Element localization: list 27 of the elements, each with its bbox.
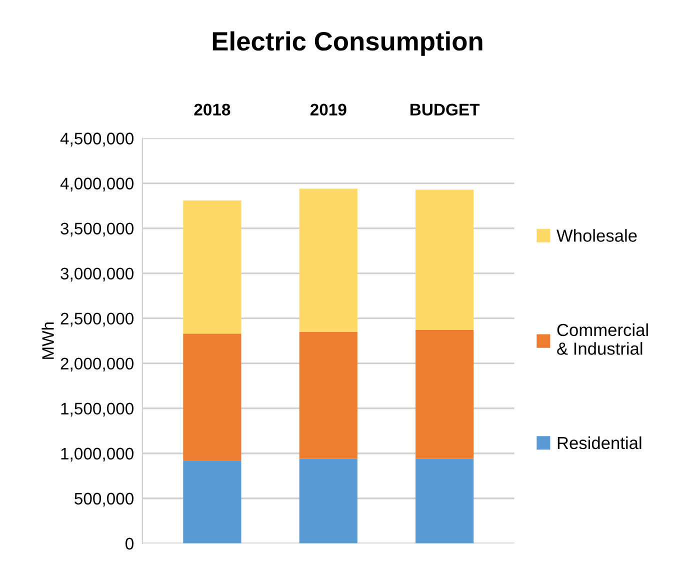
bar [183,460,242,544]
legend-label: Commercial & Industrial [557,323,648,355]
bar [416,190,474,330]
x-tick-label: 2019 [310,104,346,116]
bar [416,330,474,459]
y-axis-title: MWh [42,322,54,359]
y-tick-label: 1,000,000 [61,448,134,462]
bar [416,458,474,544]
bar [183,200,242,334]
legend-label: Residential [558,436,642,450]
y-tick-label: 2,000,000 [60,358,134,372]
y-tick-label: 3,000,000 [60,268,134,282]
y-tick-label: 3,500,000 [60,222,134,236]
x-tick-label: BUDGET [410,104,480,116]
y-tick-label: 4,500,000 [60,132,134,146]
y-tick-label: 0 [126,538,134,550]
bar [299,332,358,459]
bar [299,458,358,544]
x-tick-label: 2018 [194,104,230,116]
y-tick-label: 500,000 [74,492,134,507]
y-tick-label: 1,500,000 [61,402,134,417]
legend-label: Wholesale [556,229,637,242]
bar [183,334,242,461]
y-tick-label: 4,000,000 [60,178,134,192]
y-tick-label: 2,500,000 [60,312,134,326]
bar [299,188,358,332]
chart-title: Electric Consumption [212,31,482,56]
